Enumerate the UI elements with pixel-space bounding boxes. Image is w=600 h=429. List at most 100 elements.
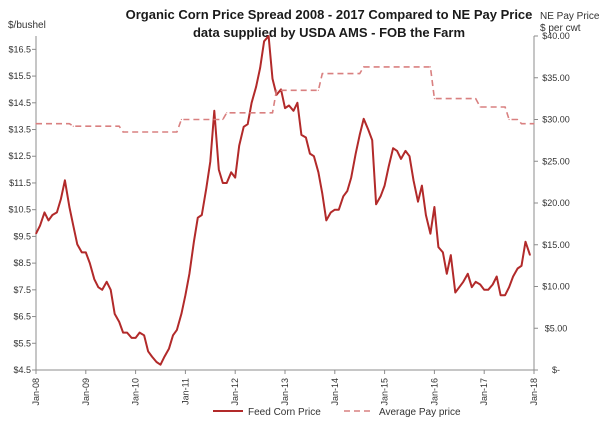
- data-point: [118, 125, 120, 127]
- data-point: [512, 275, 514, 278]
- data-point: [72, 225, 74, 227]
- x-tick-label: Jan-10: [131, 378, 141, 406]
- data-point: [122, 131, 124, 133]
- axes: $16.5 $15.5 $14.5 $13.5 $12.5 $11.5 $10.5 $9.5 $…: [8, 31, 569, 406]
- data-point: [309, 153, 311, 155]
- data-point: [508, 118, 510, 121]
- data-point: [222, 182, 224, 184]
- x-tick-label: Jan-16: [429, 378, 439, 406]
- y2-tick-label: $5.00: [545, 323, 568, 333]
- legend-label-pay: Average Pay price: [379, 407, 461, 418]
- data-point: [475, 281, 477, 283]
- data-point: [213, 110, 215, 112]
- legend-label-feed: Feed Corn Price: [248, 407, 321, 418]
- data-point: [47, 219, 50, 221]
- data-point: [176, 329, 178, 331]
- data-point: [371, 139, 373, 141]
- y2-tick-label: $20.00: [542, 198, 570, 208]
- data-point: [268, 35, 270, 37]
- y2-tick-label: $40.00: [542, 31, 570, 41]
- x-tick-label: Jan-11: [180, 378, 190, 405]
- data-point: [139, 332, 141, 334]
- data-point: [275, 89, 278, 91]
- y2-tick-label: $30.00: [542, 115, 570, 125]
- data-point: [89, 262, 91, 264]
- y-tick-label: $8.5: [13, 258, 31, 268]
- data-point: [533, 123, 535, 125]
- data-point: [487, 289, 489, 291]
- y2-tick-label: $-: [552, 365, 560, 375]
- data-point: [81, 251, 83, 253]
- y-tick-label: $13.5: [8, 125, 31, 135]
- data-point: [209, 161, 211, 163]
- data-point: [496, 275, 498, 278]
- data-point: [458, 286, 460, 288]
- y-tick-label: $9.5: [13, 231, 31, 241]
- y-tick-label: $12.5: [8, 151, 31, 161]
- data-point: [305, 136, 307, 139]
- data-point: [492, 283, 494, 286]
- data-point: [429, 233, 431, 235]
- data-point: [238, 145, 240, 147]
- data-point: [118, 321, 120, 323]
- data-point: [147, 350, 149, 352]
- data-point: [433, 98, 435, 100]
- data-point: [151, 356, 153, 358]
- data-point: [396, 150, 398, 152]
- data-point: [529, 254, 531, 256]
- x-tick-label: Jan-14: [330, 378, 340, 406]
- data-point: [313, 155, 315, 157]
- data-point: [155, 361, 158, 363]
- data-point: [355, 153, 357, 155]
- x-tick-label: Jan-18: [529, 378, 539, 406]
- data-point: [471, 286, 473, 288]
- data-point: [97, 286, 99, 288]
- data-point: [508, 286, 510, 288]
- y-tick-label: $5.5: [13, 338, 31, 348]
- pay-price-series: [35, 66, 535, 133]
- y-tick-label: $7.5: [13, 285, 31, 295]
- data-point: [251, 102, 253, 104]
- data-point: [72, 125, 74, 127]
- data-point: [380, 195, 382, 197]
- data-point: [106, 281, 108, 283]
- data-point: [234, 177, 236, 179]
- data-point: [400, 158, 402, 160]
- data-point: [271, 78, 274, 80]
- data-point: [429, 66, 431, 68]
- chart-subtitle: data supplied by USDA AMS - FOB the Farm: [193, 25, 465, 40]
- data-point: [450, 254, 452, 256]
- data-point: [425, 214, 427, 216]
- y2-tick-label: $35.00: [542, 73, 570, 83]
- data-point: [131, 337, 133, 339]
- data-point: [68, 123, 70, 125]
- y-axis-label: $/bushel: [8, 20, 46, 31]
- x-tick-label: Jan-12: [230, 378, 240, 406]
- data-point: [176, 131, 178, 133]
- data-point: [292, 110, 295, 112]
- data-point: [230, 171, 232, 173]
- data-point: [284, 107, 286, 109]
- data-point: [114, 313, 116, 315]
- data-point: [163, 356, 166, 358]
- data-point: [442, 251, 444, 253]
- legend: Feed Corn Price Average Pay price: [213, 407, 461, 418]
- data-point: [68, 206, 70, 208]
- pay-price-line: [36, 66, 534, 133]
- data-point: [330, 211, 332, 213]
- data-point: [300, 134, 302, 136]
- data-point: [359, 73, 361, 75]
- data-point: [524, 241, 527, 243]
- data-point: [325, 219, 327, 221]
- data-point: [504, 106, 506, 108]
- data-point: [437, 246, 439, 248]
- data-point: [475, 98, 477, 100]
- data-point: [226, 182, 228, 184]
- data-point: [417, 201, 419, 203]
- data-point: [375, 203, 377, 205]
- data-point: [243, 126, 245, 128]
- data-point: [35, 123, 37, 125]
- data-point: [110, 289, 112, 291]
- y2-tick-label: $15.00: [542, 240, 570, 250]
- y-tick-label: $10.5: [8, 205, 31, 215]
